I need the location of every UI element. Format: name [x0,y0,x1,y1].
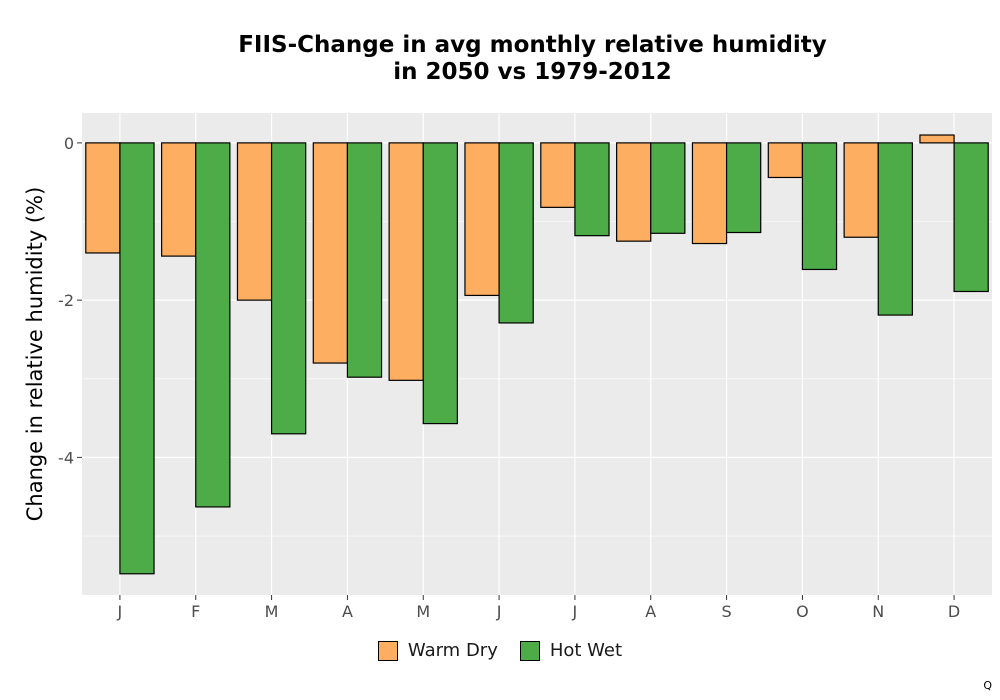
bar-warm-dry [388,142,424,381]
plot-panel [82,113,992,595]
bar-hot-wet [801,142,838,271]
y-axis-label: Change in relative humidity (%) [23,187,47,522]
x-tick-label: O [796,602,809,621]
bar-warm-dry [464,142,500,297]
x-tick-label: J [572,602,578,621]
legend: Warm Dry Hot Wet [0,640,1000,661]
legend-label: Hot Wet [549,640,623,661]
bar-hot-wet [195,142,231,508]
bar-hot-wet [119,142,155,575]
bars [85,134,989,575]
x-tick-label: J [117,602,123,621]
bar-hot-wet [725,142,762,234]
x-tick-label: M [416,602,430,621]
y-tick-label: 0 [64,134,74,153]
bar-warm-dry [161,142,197,257]
x-tick-label: S [722,602,732,621]
x-tick-label: A [342,602,353,621]
bar-warm-dry [767,142,804,179]
legend-swatch [519,640,540,661]
bar-warm-dry [919,134,955,144]
corner-mark: Q [983,679,992,692]
bar-hot-wet [498,142,534,324]
x-tick-label: D [948,602,960,621]
bar-hot-wet [346,142,383,378]
x-tick-label: A [645,602,656,621]
bar-hot-wet [422,142,458,425]
bar-warm-dry [236,142,273,301]
bar-hot-wet [574,142,610,237]
chart-title-line-2: in 2050 vs 1979-2012 [393,59,672,85]
bar-warm-dry [85,142,121,254]
bar-warm-dry [312,142,349,364]
bar-hot-wet [650,142,686,234]
x-tick-label: N [872,602,884,621]
y-axis: 0 -2 -4 [58,134,82,467]
bar-warm-dry [540,142,576,208]
bar-warm-dry [843,142,879,238]
legend-item: Hot Wet [519,640,623,661]
chart-title-line-1: FIIS-Change in avg monthly relative humi… [238,32,827,58]
x-tick-label: F [191,602,200,621]
bar-hot-wet [270,142,307,435]
y-tick-label: -4 [58,448,74,467]
legend-item: Warm Dry [377,640,498,661]
x-tick-label: M [265,602,279,621]
bar-hot-wet [877,142,913,316]
legend-swatch [377,640,398,661]
bar-hot-wet [953,142,989,293]
chart-title: FIIS-Change in avg monthly relative humi… [80,32,985,86]
legend-label: Warm Dry [407,640,498,661]
bar-warm-dry [616,142,652,242]
y-tick-label: -2 [58,291,74,310]
bar-warm-dry [691,142,728,245]
x-tick-label: J [496,602,502,621]
